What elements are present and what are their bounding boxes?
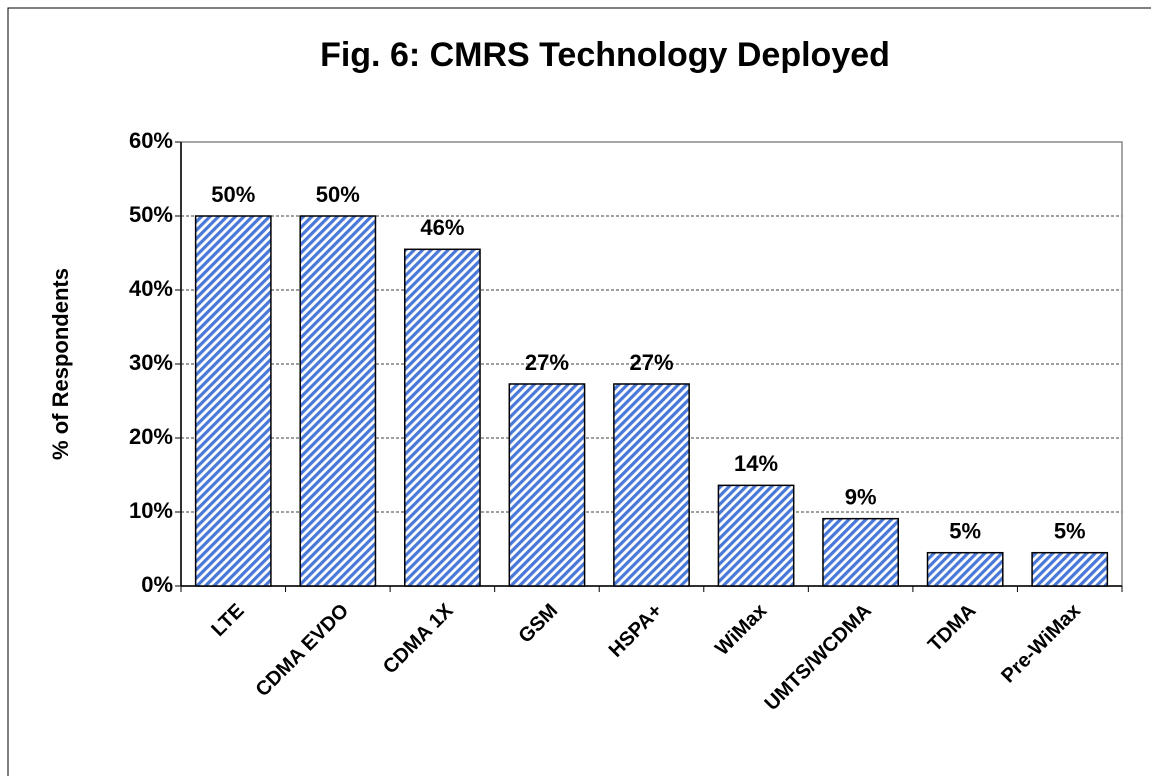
data-label: 14% — [734, 451, 778, 476]
bar — [822, 517, 900, 587]
bar — [613, 383, 690, 587]
bar — [1031, 551, 1109, 587]
x-tick-label: CDMA 1X — [379, 599, 458, 678]
data-label: 27% — [629, 350, 673, 375]
bar — [926, 551, 1004, 587]
x-tick-label: HSPA+ — [605, 600, 667, 662]
y-tick-label: 20% — [129, 424, 173, 449]
bar — [717, 484, 795, 587]
data-label: 27% — [525, 350, 569, 375]
y-tick-label: 60% — [129, 128, 173, 153]
x-tick-label: WiMax — [711, 600, 771, 660]
bar — [194, 215, 272, 587]
data-label: 46% — [420, 215, 464, 240]
x-tick-label: TDMA — [924, 600, 980, 656]
y-tick-label: 40% — [129, 276, 173, 301]
data-label: 5% — [949, 519, 981, 544]
x-tick-label: GSM — [514, 600, 562, 648]
x-tick-label: UMTS/WCDMA — [761, 600, 876, 715]
x-tick-label: Pre-WiMax — [997, 600, 1085, 688]
frame — [7, 7, 1151, 776]
y-tick-label: 10% — [129, 498, 173, 523]
y-tick-label: 0% — [141, 572, 173, 597]
bar — [508, 383, 586, 587]
bar — [299, 215, 377, 587]
data-label: 50% — [316, 182, 360, 207]
x-tick-label: LTE — [207, 600, 248, 641]
data-label: 50% — [211, 182, 255, 207]
y-axis-label: % of Respondents — [48, 268, 73, 460]
y-tick-label: 50% — [129, 202, 173, 227]
bar — [403, 248, 481, 587]
data-label: 9% — [845, 484, 877, 509]
y-tick-label: 30% — [129, 350, 173, 375]
data-label: 5% — [1054, 519, 1086, 544]
chart-title: Fig. 6: CMRS Technology Deployed — [320, 36, 890, 74]
x-tick-label: CDMA EVDO — [252, 600, 353, 701]
